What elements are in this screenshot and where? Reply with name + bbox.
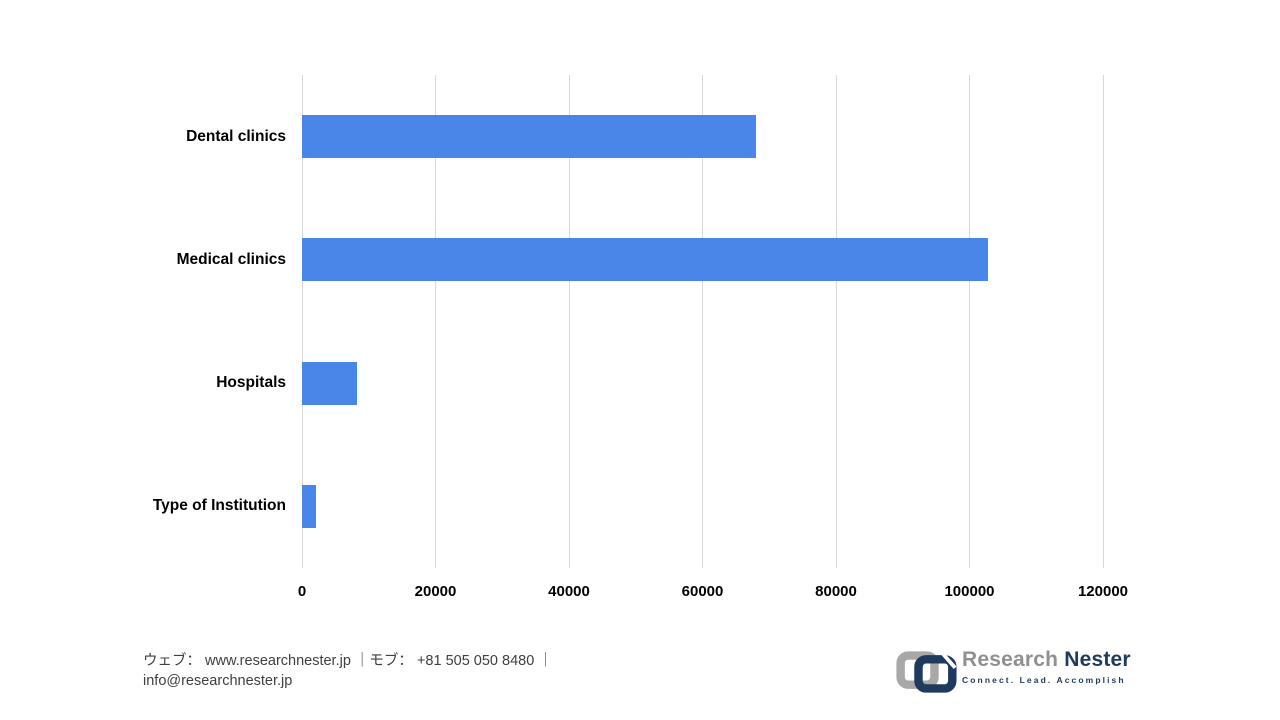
category-label: Type of Institution — [152, 497, 286, 515]
research-nester-logo: Research Nester Connect. Lead. Accomplis… — [895, 646, 1155, 698]
brand-name: Research Nester — [962, 648, 1131, 672]
gridline — [568, 75, 570, 568]
x-tick-label: 100000 — [944, 583, 995, 600]
gridline — [1102, 75, 1104, 568]
category-label: Dental clinics — [186, 127, 286, 145]
contact-line-1: ウェブ： www.researchnester.jp ｜モブ： +81 505 … — [143, 653, 553, 669]
x-tick-label: 20000 — [414, 583, 457, 600]
gridline — [301, 75, 303, 568]
bar-dental-clinics — [302, 115, 756, 159]
contact-email: info@researchnester.jp — [143, 672, 293, 689]
brand-second-word: Nester — [1064, 648, 1131, 671]
bar-medical-clinics — [302, 238, 988, 282]
x-tick-label: 0 — [297, 583, 307, 600]
x-tick-label: 60000 — [681, 583, 724, 600]
bar-hospitals — [302, 361, 358, 405]
category-label: Medical clinics — [176, 250, 286, 268]
gridline — [969, 75, 970, 568]
x-tick-label: 80000 — [815, 583, 857, 600]
category-label: Hospitals — [216, 374, 286, 392]
contact-info: ウェブ： www.researchnester.jp ｜モブ： +81 505 … — [143, 652, 683, 691]
bar-type-of-institution — [302, 484, 317, 528]
x-tick-label: 120000 — [1077, 583, 1129, 600]
brand-first-word: Research — [962, 648, 1059, 671]
brand-tagline: Connect. Lead. Accomplish — [962, 675, 1126, 685]
gridline — [702, 75, 703, 568]
gridline — [835, 75, 837, 568]
logo-text: Research Nester Connect. Lead. Accomplis… — [962, 648, 1131, 685]
plot-area — [301, 75, 1104, 568]
gridline — [435, 75, 436, 568]
x-tick-label: 40000 — [548, 583, 590, 600]
chain-link-icon — [896, 650, 957, 693]
